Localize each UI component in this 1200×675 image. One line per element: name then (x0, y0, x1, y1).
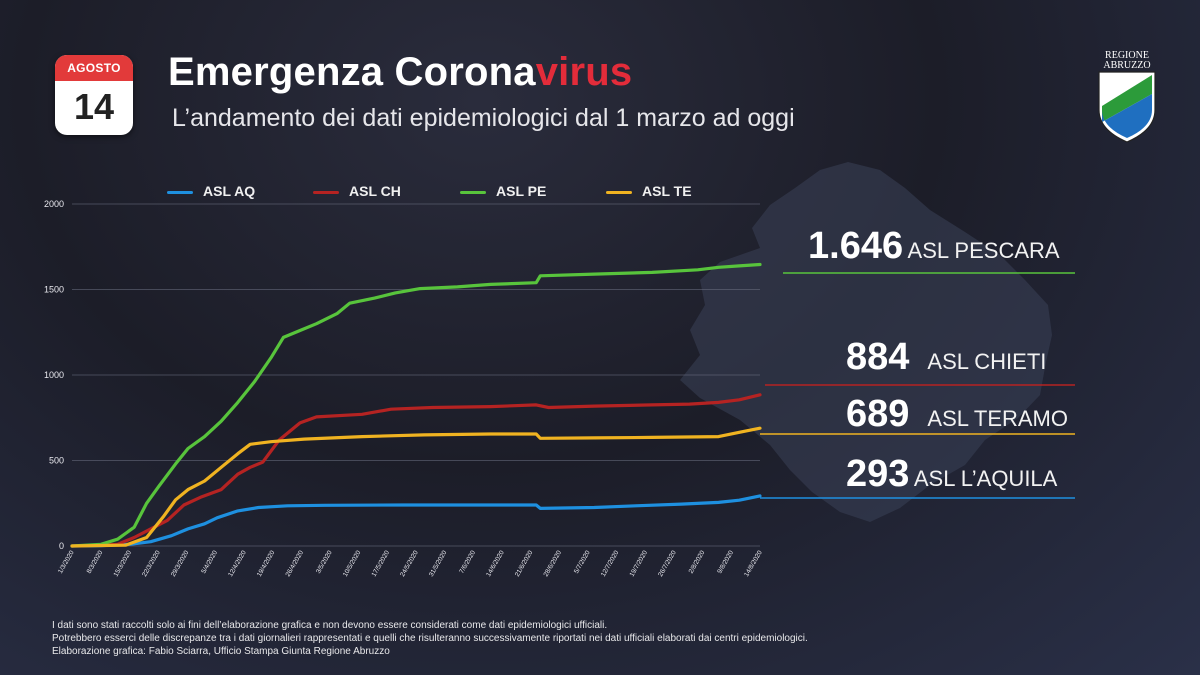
footnote: I dati sono stati raccolti solo ai fini … (52, 619, 808, 658)
footnote-line-3: Elaborazione grafica: Fabio Sciarra, Uff… (52, 646, 390, 657)
page-title: Emergenza Coronavirus (168, 50, 632, 95)
x-tick-label: 31/5/2020 (428, 549, 449, 578)
callout-label-pescara: ASL PESCARA (907, 238, 1060, 263)
y-tick-label: 1000 (44, 370, 64, 380)
x-tick-label: 8/3/2020 (86, 549, 105, 575)
x-tick-label: 5/7/2020 (573, 549, 592, 575)
legend-item-pe: ASL PE (460, 183, 546, 203)
x-tick-label: 17/5/2020 (371, 549, 392, 578)
x-tick-label: 10/5/2020 (342, 549, 363, 578)
callout-pescara: 1.646 ASL PESCARA (808, 225, 1060, 268)
x-tick-label: 19/4/2020 (256, 549, 277, 578)
chart-grid (72, 203, 760, 547)
x-tick-label: 28/6/2020 (543, 549, 564, 578)
callout-value-pescara: 1.646 (808, 225, 904, 267)
y-tick-label: 500 (49, 456, 64, 466)
x-tick-label: 12/4/2020 (227, 549, 248, 578)
legend-swatch-ch (313, 190, 339, 194)
x-tick-label: 26/7/2020 (657, 549, 678, 578)
title-accent: virus (535, 50, 633, 94)
callout-label-teramo: ASL TERAMO (927, 406, 1068, 431)
callout-value-chieti: 884 (846, 336, 910, 378)
callout-teramo: 689 ASL TERAMO (846, 393, 1068, 436)
x-tick-label: 21/6/2020 (514, 549, 535, 578)
callout-value-teramo: 689 (846, 393, 910, 435)
legend-label-aq: ASL AQ (203, 183, 256, 199)
x-tick-label: 14/6/2020 (485, 549, 506, 578)
legend-swatch-aq (167, 190, 193, 194)
callout-underlines (760, 272, 1075, 499)
x-tick-label: 29/3/2020 (170, 549, 191, 578)
series-line-asl-pe (70, 262, 762, 548)
legend-label-pe: ASL PE (496, 183, 547, 199)
x-tick-label: 7/6/2020 (458, 549, 477, 575)
series-line-asl-aq (70, 494, 762, 548)
legend-swatch-te (606, 190, 632, 194)
footnote-line-2: Potrebbero esserci delle discrepanze tra… (52, 633, 808, 644)
callout-chieti: 884 ASL CHIETI (846, 336, 1046, 379)
legend-label-ch: ASL CH (349, 183, 401, 199)
regione-abruzzo-logo: REGIONE ABRUZZO (1098, 50, 1156, 143)
legend-item-ch: ASL CH (313, 183, 401, 203)
x-tick-label: 2/8/2020 (688, 549, 707, 575)
x-tick-label: 12/7/2020 (600, 549, 621, 578)
calendar-month: AGOSTO (55, 55, 133, 81)
callout-value-laquila: 293 (846, 453, 910, 495)
legend-item-aq: ASL AQ (167, 183, 255, 203)
callout-label-laquila: ASL L’AQUILA (913, 466, 1058, 491)
x-tick-label: 3/5/2020 (315, 549, 334, 575)
x-tick-label: 15/3/2020 (113, 549, 134, 578)
legend-item-te: ASL TE (606, 183, 692, 203)
x-tick-label: 5/4/2020 (200, 549, 219, 575)
chart-series (70, 262, 762, 548)
logo-text-2: ABRUZZO (1103, 60, 1150, 71)
series-line-asl-te (70, 426, 762, 548)
y-tick-label: 0 (59, 541, 64, 551)
y-axis-ticks: 0 500 1000 1500 2000 (44, 199, 64, 551)
x-tick-label: 22/3/2020 (141, 549, 162, 578)
series-line-asl-ch (70, 393, 762, 548)
calendar-icon: AGOSTO 14 (55, 55, 133, 135)
y-tick-label: 1500 (44, 285, 64, 295)
x-tick-label: 24/5/2020 (399, 549, 420, 578)
x-tick-label: 26/4/2020 (285, 549, 306, 578)
legend-label-te: ASL TE (642, 183, 692, 199)
footnote-line-1: I dati sono stati raccolti solo ai fini … (52, 620, 608, 631)
y-tick-label: 2000 (44, 199, 64, 209)
logo-text-1: REGIONE (1105, 50, 1149, 61)
callout-label-chieti: ASL CHIETI (927, 349, 1047, 374)
x-tick-label: 19/7/2020 (629, 549, 650, 578)
legend-swatch-pe (460, 190, 486, 194)
title-main: Emergenza Corona (168, 50, 536, 94)
x-tick-label: 14/8/2020 (743, 549, 764, 578)
x-tick-label: 9/8/2020 (716, 549, 735, 575)
callout-laquila: 293 ASL L’AQUILA (846, 453, 1057, 496)
calendar-day: 14 (73, 86, 115, 127)
page-subtitle: L’andamento dei dati epidemiologici dal … (172, 104, 795, 132)
x-tick-label: 1/3/2020 (57, 549, 76, 575)
x-axis-ticks: 1/3/2020 8/3/2020 15/3/2020 22/3/2020 29/3/2… (57, 549, 764, 578)
